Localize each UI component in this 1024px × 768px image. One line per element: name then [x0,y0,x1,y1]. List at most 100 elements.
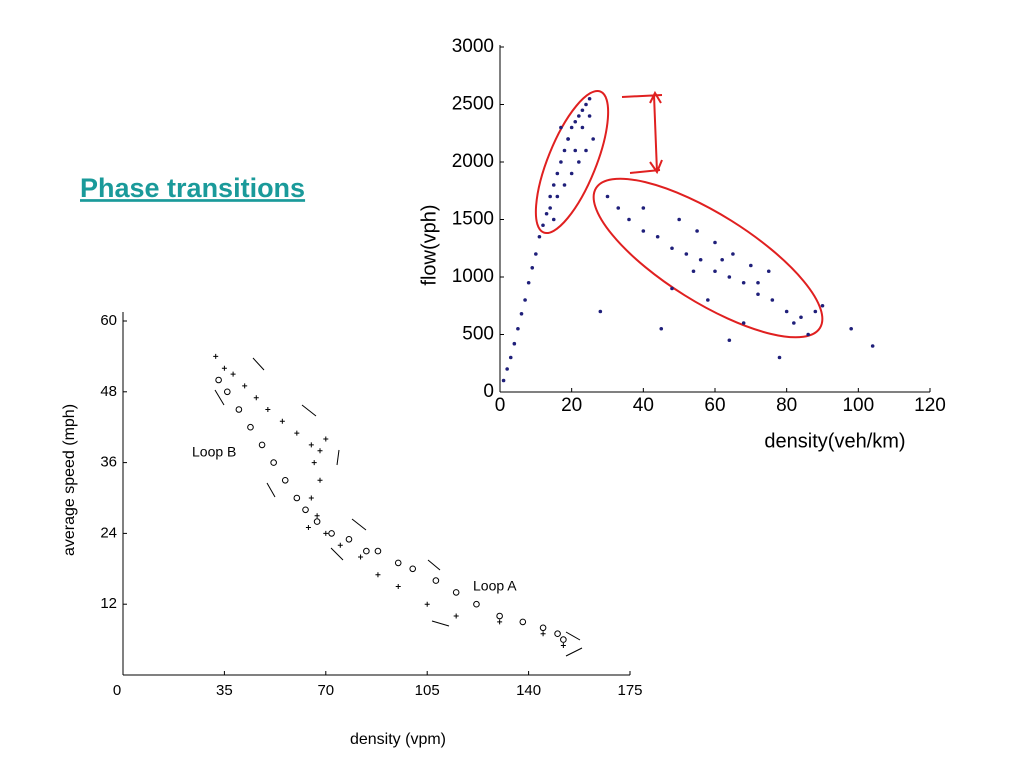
point [813,309,818,314]
point [323,530,329,536]
point [605,194,610,199]
point [695,229,699,233]
point [317,448,323,454]
point [727,338,732,343]
y-axis-label: average speed (mph) [61,404,78,556]
point [328,530,335,537]
point [432,577,440,584]
point [749,263,753,268]
point [539,624,547,632]
point [221,365,227,371]
point [562,183,567,187]
annotation: Loop B [192,444,236,460]
point [573,119,578,124]
point [766,269,771,274]
point [587,96,592,101]
point [784,309,789,314]
point [870,344,875,348]
point [512,341,517,346]
point [616,206,621,210]
point [548,194,552,199]
point [279,418,285,424]
x-tick-label: 120 [914,395,946,416]
y-tick-label: 0 [483,381,494,402]
point [713,269,717,274]
y-axis-label: flow(vph) [418,204,440,285]
point [505,367,509,371]
point [453,613,459,619]
x-tick-label: 35 [216,682,233,699]
annotation: Loop A [473,578,517,594]
point [253,395,259,401]
point [569,171,574,176]
point [395,584,401,589]
free-flow-ellipse [534,89,610,235]
point [670,286,674,291]
x-tick-label: 0 [495,395,506,416]
arrow [330,547,344,561]
point [577,160,581,164]
point [270,459,277,466]
point [559,160,563,164]
point [294,430,300,436]
point [345,536,353,543]
point [305,525,311,530]
point [409,565,417,573]
point [720,257,724,262]
point [530,266,535,270]
point [641,229,646,233]
point [508,355,513,360]
capacity-drop-arrow [621,90,663,175]
point [727,275,732,279]
arrow [336,449,340,466]
point [560,636,567,643]
y-tick-label: 36 [100,454,117,471]
point [523,298,527,302]
point [580,108,585,113]
point [544,211,549,216]
y-tick-label: 12 [100,595,117,612]
point [258,441,266,449]
point [363,547,370,555]
point [559,125,563,130]
y-tick-label: 2000 [452,151,494,172]
point [308,495,314,501]
point [849,326,853,331]
x-tick-label: 175 [617,682,642,699]
point [314,513,320,519]
point [587,114,592,118]
point [242,383,248,389]
y-tick-label: 1000 [452,266,494,287]
point [337,542,343,548]
point [706,298,710,302]
point [684,252,689,256]
point [534,252,538,256]
point [641,206,646,210]
point [516,326,520,331]
point [302,506,309,514]
point [358,554,364,560]
y-tick-label: 2500 [452,94,494,115]
x-tick-label: 100 [842,395,874,416]
point [551,217,556,222]
point [213,353,219,359]
point [247,423,254,431]
point [311,460,317,466]
y-tick-label: 3000 [452,36,494,57]
point [313,518,321,525]
arrow [351,518,367,531]
point [756,280,760,285]
direction-arrows [214,357,583,657]
point [497,619,503,625]
congested-ellipse [592,177,824,339]
point [566,137,570,141]
point [713,240,717,245]
arrow [214,389,225,406]
point [424,601,430,607]
point [731,252,735,256]
point [537,234,542,239]
arrow [565,631,583,657]
x-tick-label: 105 [415,682,440,699]
point [323,436,329,442]
